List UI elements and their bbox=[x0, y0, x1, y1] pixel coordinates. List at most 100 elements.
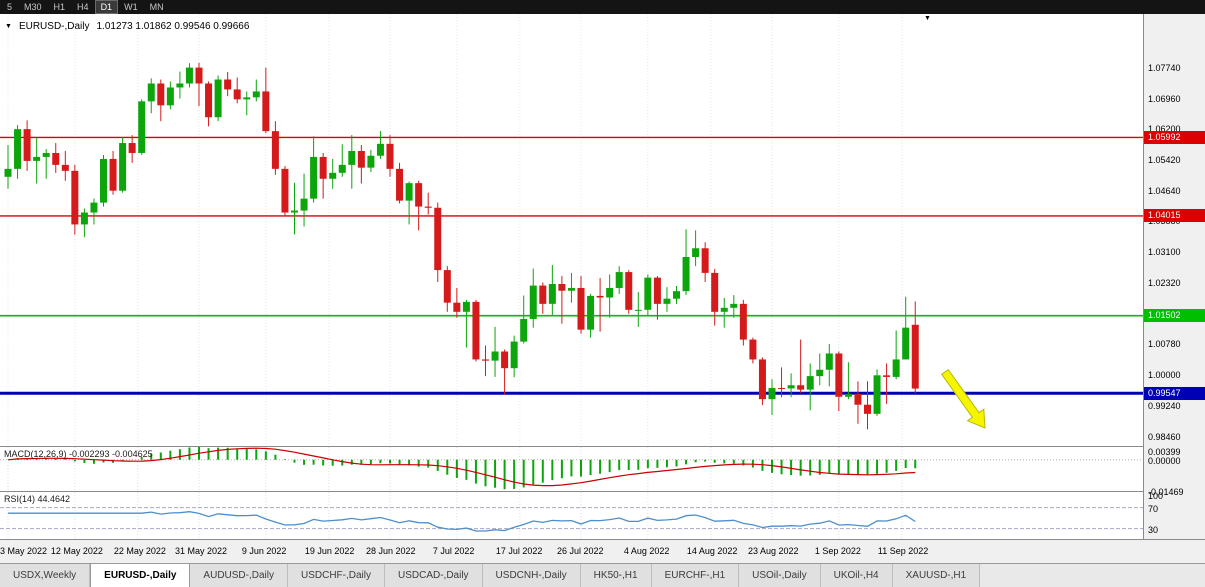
candle-body bbox=[816, 369, 824, 377]
date-axis-label: 1 Sep 2022 bbox=[814, 546, 861, 556]
candle-body bbox=[176, 83, 184, 88]
candle-body bbox=[138, 101, 146, 153]
price-axis-label: 1.06200 bbox=[1148, 124, 1181, 135]
candle-body bbox=[185, 67, 193, 84]
candle-body bbox=[119, 143, 127, 191]
chart-title: ▼ EURUSD-,Daily 1.01273 1.01862 0.99546 … bbox=[5, 21, 249, 32]
date-axis-label: 12 May 2022 bbox=[50, 546, 103, 556]
symbol-collapse-icon[interactable]: ▼ bbox=[5, 23, 12, 30]
chart-tab-hk50-h1[interactable]: HK50-,H1 bbox=[580, 564, 652, 587]
timeframe-button-m30[interactable]: M30 bbox=[24, 2, 42, 12]
candle-body bbox=[42, 152, 50, 157]
candle-body bbox=[692, 248, 700, 257]
candle-body bbox=[854, 393, 862, 405]
candle-body bbox=[768, 388, 776, 400]
price-axis-label: 1.03100 bbox=[1148, 247, 1181, 258]
candle-body bbox=[596, 295, 604, 298]
candle-body bbox=[14, 129, 22, 169]
price-level-badge: 1.01502 bbox=[1144, 309, 1205, 323]
tab-label: EURCHF-,H1 bbox=[664, 570, 726, 581]
date-axis-label: 14 Aug 2022 bbox=[686, 546, 738, 556]
timeframe-button-h4[interactable]: H4 bbox=[77, 2, 89, 12]
candlestick-chart[interactable] bbox=[0, 14, 1143, 446]
macd-panel[interactable] bbox=[0, 447, 1143, 491]
candle-body bbox=[615, 272, 623, 288]
candle-body bbox=[730, 303, 738, 308]
date-axis[interactable]: 3 May 2022 12 May 2022 22 May 2022 31 May 2… bbox=[0, 539, 1205, 563]
candle-body bbox=[195, 67, 203, 84]
chart-tab-usdx-weekly[interactable]: USDX,Weekly bbox=[0, 564, 91, 587]
tab-label: USDX,Weekly bbox=[13, 570, 77, 581]
candle-body bbox=[100, 158, 107, 203]
candle-body bbox=[758, 359, 766, 400]
chart-tab-bar: USDX,Weekly EURUSD-,Daily AUDUSD-,Daily USD… bbox=[0, 563, 1205, 587]
candle-body bbox=[844, 393, 852, 397]
chart-tab-usdcad-daily[interactable]: USDCAD-,Daily bbox=[384, 564, 483, 587]
chart-tab-usdchf-daily[interactable]: USDCHF-,Daily bbox=[287, 564, 385, 587]
candle-body bbox=[797, 385, 805, 390]
price-axis-label: 1.04640 bbox=[1148, 186, 1181, 197]
candle-body bbox=[386, 143, 394, 169]
chart-tab-eurusd-daily[interactable]: EURUSD-,Daily bbox=[90, 564, 191, 587]
candle-body bbox=[80, 212, 88, 225]
candle-body bbox=[329, 172, 337, 179]
candle-body bbox=[682, 257, 690, 292]
timeframe-button-h1[interactable]: H1 bbox=[53, 2, 66, 12]
chart-tab-audusd-daily[interactable]: AUDUSD-,Daily bbox=[190, 564, 288, 587]
candle-body bbox=[587, 295, 595, 330]
candle-body bbox=[157, 83, 165, 106]
candle-body bbox=[147, 83, 155, 102]
tab-label: USDCNH-,Daily bbox=[495, 570, 567, 581]
timeframe-button-5[interactable]: 5 bbox=[7, 2, 13, 12]
macd-axis-label: -0.01469 bbox=[1148, 487, 1184, 497]
candle-body bbox=[52, 152, 60, 165]
panel-separator[interactable] bbox=[0, 491, 1205, 492]
price-axis-label: 0.98460 bbox=[1148, 431, 1181, 442]
candle-body bbox=[864, 404, 871, 414]
candle-body bbox=[109, 158, 117, 191]
chart-tab-eurchf-h1[interactable]: EURCHF-,H1 bbox=[651, 564, 740, 587]
timeframe-button-d1[interactable]: D1 bbox=[94, 0, 119, 14]
down-arrow-annotation[interactable] bbox=[940, 369, 986, 429]
candle-body bbox=[90, 202, 98, 213]
chart-tab-usoil-daily[interactable]: USOil-,Daily bbox=[739, 564, 821, 587]
chart-tab-usdcnh-daily[interactable]: USDCNH-,Daily bbox=[482, 564, 581, 587]
candle-body bbox=[396, 168, 404, 201]
candle-body bbox=[338, 164, 346, 173]
candle-body bbox=[128, 143, 136, 153]
candle-body bbox=[491, 351, 499, 361]
candle-body bbox=[300, 198, 308, 211]
candle-body bbox=[166, 87, 174, 106]
tab-label: UKOil-,H4 bbox=[833, 570, 879, 581]
chart-tab-xauusd-h1[interactable]: XAUUSD-,H1 bbox=[892, 564, 981, 587]
candle-body bbox=[310, 156, 318, 199]
candle-body bbox=[673, 291, 680, 299]
date-axis-label: 9 Jun 2022 bbox=[241, 546, 287, 556]
candle-body bbox=[749, 339, 757, 360]
date-axis-label: 17 Jul 2022 bbox=[495, 546, 543, 556]
tab-label: USDCAD-,Daily bbox=[397, 570, 469, 581]
tab-label: USDCHF-,Daily bbox=[300, 570, 371, 581]
candle-body bbox=[787, 385, 795, 389]
candle-body bbox=[319, 156, 327, 179]
candle-body bbox=[281, 168, 289, 213]
candle-body bbox=[548, 284, 556, 304]
price-axis[interactable]: 1.077401.069601.062001.054201.046401.038… bbox=[1143, 14, 1205, 539]
rsi-line bbox=[8, 511, 916, 532]
rsi-panel[interactable] bbox=[0, 492, 1143, 538]
tab-label: AUDUSD-,Daily bbox=[203, 570, 274, 581]
date-axis-label: 31 May 2022 bbox=[175, 546, 228, 556]
candle-body bbox=[720, 307, 728, 312]
candle-body bbox=[873, 375, 881, 414]
ohlc-values: 1.01273 1.01862 0.99546 0.99666 bbox=[96, 21, 250, 32]
candle-body bbox=[367, 155, 375, 168]
price-axis-label: 1.07740 bbox=[1148, 63, 1181, 73]
timeframe-button-w1[interactable]: W1 bbox=[124, 2, 138, 12]
price-level-badge: 1.05992 bbox=[1144, 130, 1205, 144]
chart-tab-ukoil-h4[interactable]: UKOil-,H4 bbox=[820, 564, 893, 587]
panel-separator[interactable] bbox=[0, 446, 1205, 447]
candle-body bbox=[883, 375, 891, 377]
timeframe-button-mn[interactable]: MN bbox=[149, 2, 164, 12]
candle-body bbox=[501, 351, 509, 369]
